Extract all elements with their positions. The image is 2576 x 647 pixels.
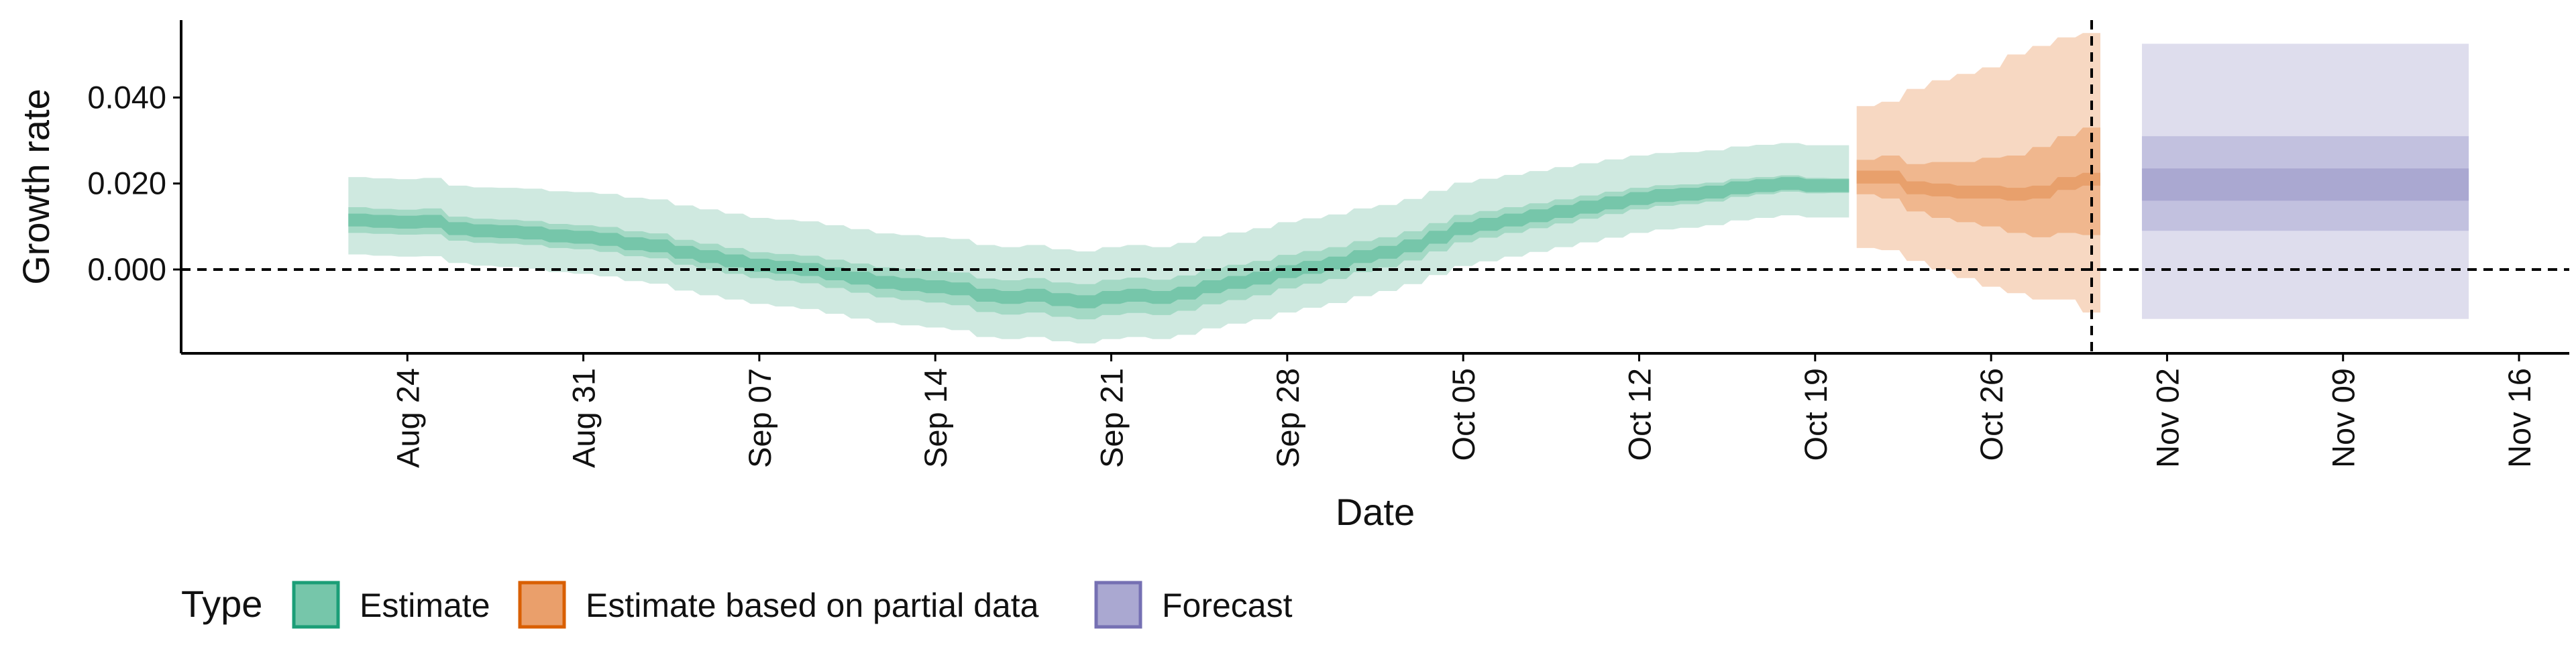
x-axis-title: Date	[1336, 491, 1415, 533]
legend-item: Estimate based on partial data	[518, 581, 1039, 629]
y-tick-label: 0.040	[87, 79, 166, 115]
series-partial-estimate	[1856, 33, 2100, 313]
legend-label: Estimate based on partial data	[586, 587, 1039, 624]
legend-item: Forecast	[1094, 581, 1293, 629]
legend-title: Type	[181, 583, 262, 625]
y-tick-label: 0.000	[87, 251, 166, 287]
plot-area	[181, 20, 2569, 353]
band-90	[348, 143, 1849, 344]
band-20	[348, 177, 1849, 308]
x-tick-label: Oct 05	[1446, 368, 1481, 461]
x-tick-label: Aug 31	[566, 368, 602, 468]
legend-label: Estimate	[360, 587, 490, 624]
x-tick-label: Sep 28	[1270, 368, 1305, 468]
legend-item: Estimate	[292, 581, 490, 629]
band-50	[1856, 127, 2100, 237]
x-tick-label: Nov 02	[2149, 368, 2185, 468]
x-tick-label: Nov 09	[2326, 368, 2361, 468]
legend-key-swatch	[1094, 581, 1142, 629]
band-20	[1856, 170, 2100, 201]
forecast-band-20	[2141, 168, 2469, 201]
x-tick-label: Nov 16	[2502, 368, 2537, 468]
x-tick-label: Oct 19	[1798, 368, 1833, 461]
legend-key-swatch	[518, 581, 566, 629]
series-forecast	[2141, 44, 2469, 319]
x-tick-label: Sep 07	[742, 368, 777, 468]
legend-label: Forecast	[1162, 587, 1293, 624]
x-tick-label: Aug 24	[390, 368, 425, 468]
legend: Type Estimate Estimate based on partial da…	[181, 581, 1293, 629]
y-axis-title: Growth rate	[15, 89, 57, 285]
x-tick-label: Oct 12	[1622, 368, 1658, 461]
series-estimate	[348, 143, 1849, 344]
x-tick-label: Sep 14	[918, 368, 953, 468]
axes: 0.000 0.020 0.040 Aug 24 Aug 31 Sep 07 Sep 14 S…	[15, 20, 2569, 533]
x-tick-label: Oct 26	[1974, 368, 2009, 461]
y-tick-label: 0.020	[87, 166, 166, 201]
x-tick-label: Sep 21	[1094, 368, 1130, 468]
legend-key-swatch	[292, 581, 340, 629]
